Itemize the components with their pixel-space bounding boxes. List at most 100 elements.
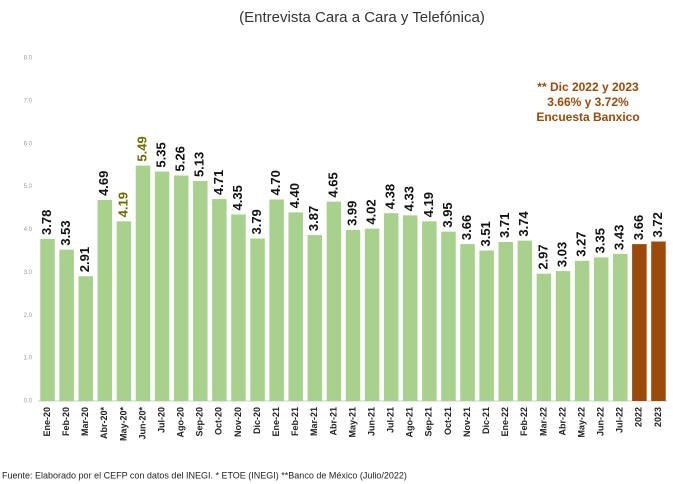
bar <box>651 241 666 401</box>
x-tick-label: Mar-20 <box>80 407 90 436</box>
x-tick-label: 2022 <box>634 407 644 427</box>
value-label: 4.70 <box>268 170 283 195</box>
y-tick-label: 5.0 <box>24 184 33 190</box>
x-tick-label: Mar-22 <box>538 407 548 436</box>
bar <box>422 221 437 401</box>
bar <box>498 241 513 401</box>
bar <box>613 253 628 401</box>
x-tick-label: Jul-22 <box>615 407 625 433</box>
bar <box>345 229 361 401</box>
value-label: 3.78 <box>39 210 54 235</box>
annotation: Encuesta Banxico <box>536 110 639 124</box>
y-tick-label: 3.0 <box>24 270 33 276</box>
y-tick-label: 6.0 <box>24 141 33 147</box>
bar <box>231 214 246 401</box>
value-label: 3.72 <box>650 212 665 237</box>
bar <box>40 238 55 401</box>
x-tick-label: Ene-20 <box>42 407 52 437</box>
value-label: 3.27 <box>574 231 589 256</box>
value-label: 2.91 <box>77 247 92 272</box>
x-tick-label: Jul-21 <box>386 407 396 433</box>
x-tick-label: May-21 <box>347 407 357 438</box>
x-tick-label: Ene-21 <box>271 407 281 437</box>
y-tick-label: 8.0 <box>24 56 33 62</box>
value-label: 5.35 <box>154 142 169 167</box>
bar <box>116 221 132 401</box>
x-tick-label: Mar-21 <box>309 407 319 436</box>
x-tick-label: Nov-20 <box>233 407 243 437</box>
bar <box>97 199 113 401</box>
x-tick-label: Abr-21 <box>328 407 338 436</box>
value-label: 3.66 <box>631 215 646 240</box>
source-note: Fuente: Elaborado por el CEFP con datos … <box>2 470 407 480</box>
value-label: 2.97 <box>535 244 550 269</box>
y-tick-label: 4.0 <box>24 227 33 233</box>
value-label: 3.99 <box>344 201 359 226</box>
bar <box>403 215 418 401</box>
bar <box>212 199 227 401</box>
bar <box>593 257 609 401</box>
value-label: 3.66 <box>459 215 474 240</box>
value-label: 5.13 <box>192 152 207 177</box>
x-tick-label: Oct-21 <box>443 407 453 435</box>
x-tick-label: Abr-22 <box>557 407 567 436</box>
bar <box>460 244 475 401</box>
bar <box>364 228 380 401</box>
bar <box>383 213 399 401</box>
bar <box>173 175 189 401</box>
value-label: 4.69 <box>96 171 111 196</box>
value-label: 4.40 <box>287 183 302 208</box>
value-label: 4.71 <box>211 170 226 195</box>
value-label: 3.53 <box>58 220 73 245</box>
bar <box>441 231 456 401</box>
x-tick-label: Jun-20* <box>137 407 147 440</box>
x-tick-label: May-22 <box>576 407 586 438</box>
x-tick-label: Jun-22 <box>596 407 606 436</box>
bar <box>326 201 342 401</box>
value-label: 4.65 <box>325 172 340 197</box>
x-tick-label: 2023 <box>653 407 663 427</box>
bar <box>574 260 590 401</box>
bar <box>632 244 647 401</box>
bar <box>269 199 284 401</box>
value-label: 4.33 <box>402 186 417 211</box>
value-label: 5.26 <box>173 146 188 171</box>
bar <box>536 273 552 401</box>
value-label: 3.71 <box>497 213 512 238</box>
annotation: ** Dic 2022 y 2023 <box>537 80 639 94</box>
value-label: 3.87 <box>306 206 321 231</box>
bar <box>135 165 151 401</box>
value-label: 3.51 <box>478 221 493 246</box>
x-tick-label: Ene-22 <box>500 407 510 437</box>
bar <box>479 250 494 401</box>
x-tick-label: Jul-20 <box>156 407 166 433</box>
y-tick-label: 1.0 <box>24 356 33 362</box>
value-label: 4.02 <box>364 199 379 224</box>
x-tick-label: Feb-21 <box>290 407 300 436</box>
y-tick-label: 7.0 <box>24 98 33 104</box>
bar <box>517 240 533 401</box>
x-tick-label: Dic-20 <box>252 407 262 434</box>
value-label: 3.74 <box>516 211 531 237</box>
bar <box>59 249 74 401</box>
x-tick-label: Feb-22 <box>519 407 529 436</box>
bar <box>154 171 170 401</box>
x-tick-label: Sep-20 <box>195 407 205 437</box>
bar <box>288 212 303 401</box>
value-label: 4.38 <box>383 184 398 209</box>
value-label: 4.19 <box>115 192 130 217</box>
value-label: 3.35 <box>593 228 608 253</box>
x-tick-label: Feb-20 <box>61 407 71 436</box>
x-tick-label: Ago-20 <box>176 407 186 438</box>
x-tick-label: Ago-21 <box>405 407 415 438</box>
x-tick-label: Nov-21 <box>462 407 472 437</box>
bar <box>78 276 93 401</box>
x-tick-label: Jun-21 <box>366 407 376 436</box>
x-tick-label: Dic-21 <box>481 407 491 434</box>
x-tick-label: Abr-20* <box>99 407 109 440</box>
bar <box>193 181 208 401</box>
value-label: 4.19 <box>421 192 436 217</box>
value-label: 3.79 <box>249 209 264 234</box>
y-tick-label: 0.0 <box>24 399 33 405</box>
